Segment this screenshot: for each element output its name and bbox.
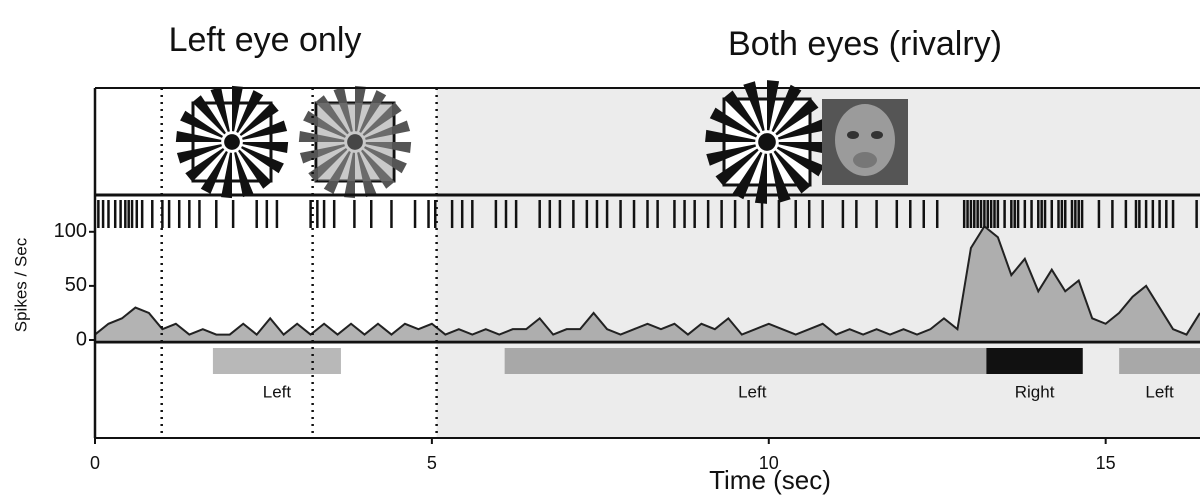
percept-bar [213,348,341,374]
figure: Left eye only Both eyes (rivalry) Spikes… [0,0,1200,499]
y-tick-label: 100 [54,220,87,242]
percept-bar [1119,348,1200,374]
sunburst-stimulus [176,86,288,198]
sunburst-stimulus [705,80,829,204]
percept-label: Left [738,382,767,401]
monkey-eye [847,131,859,139]
percept-label: Left [1145,382,1174,401]
x-tick-label: 10 [759,453,779,473]
x-tick-label: 15 [1096,453,1116,473]
header-left: Left eye only [169,21,362,59]
monkey-eye [871,131,883,139]
percept-label: Right [1015,382,1055,401]
rivalry-background [437,88,1200,438]
y-tick-label: 50 [65,274,87,296]
y-tick-label: 0 [76,328,87,350]
x-tick-label: 0 [90,453,100,473]
percept-bar [986,348,1082,374]
sunburst-center [757,132,778,153]
y-axis-label: Spikes / Sec [11,237,30,332]
rivalry-shade-layer [437,88,1200,438]
monkey-mouth [853,152,877,168]
percept-label: Left [263,382,292,401]
mixed-stimulus [299,86,411,198]
percept-bar [505,348,1000,374]
x-tick-label: 5 [427,453,437,473]
mixed-overlay [318,103,392,181]
sunburst-center [223,133,242,152]
header-rivalry: Both eyes (rivalry) [728,25,1002,63]
